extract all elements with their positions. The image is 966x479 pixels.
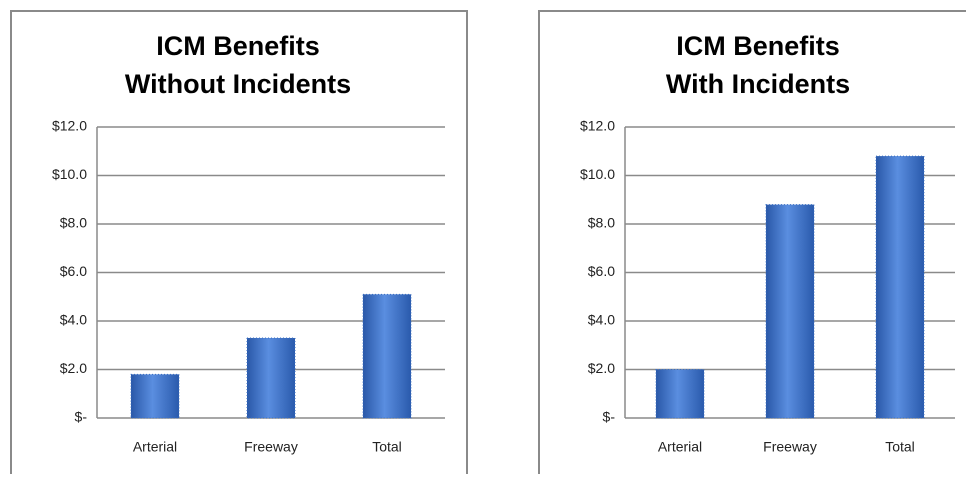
y-tick-label: $2.0: [588, 360, 615, 376]
y-tick-label: $4.0: [588, 312, 615, 328]
y-tick-label: $8.0: [588, 215, 615, 231]
x-tick-label: Arterial: [658, 439, 702, 455]
x-tick-label: Total: [885, 439, 915, 455]
chart-title: With Incidents: [666, 69, 850, 99]
y-tick-label: $10.0: [580, 166, 615, 182]
y-tick-label: $6.0: [588, 263, 615, 279]
x-tick-label: Freeway: [244, 439, 298, 455]
y-tick-label: $12.0: [52, 118, 87, 134]
x-tick-label: Freeway: [763, 439, 817, 455]
x-tick-label: Arterial: [133, 439, 177, 455]
bar: [362, 293, 412, 419]
y-tick-label: $12.0: [580, 118, 615, 134]
bar: [130, 373, 180, 419]
y-tick-label: $2.0: [60, 360, 87, 376]
y-tick-label: $-: [603, 409, 616, 425]
y-tick-label: $10.0: [52, 166, 87, 182]
bar: [246, 337, 296, 419]
x-tick-label: Total: [372, 439, 402, 455]
y-tick-label: $-: [75, 409, 88, 425]
chart-title: ICM Benefits: [156, 31, 320, 61]
bar: [655, 369, 705, 419]
chart-title: Without Incidents: [125, 69, 351, 99]
chart-title: ICM Benefits: [676, 31, 840, 61]
y-tick-label: $6.0: [60, 263, 87, 279]
bar: [875, 155, 925, 419]
y-tick-label: $4.0: [60, 312, 87, 328]
y-tick-label: $8.0: [60, 215, 87, 231]
bar: [765, 204, 815, 419]
